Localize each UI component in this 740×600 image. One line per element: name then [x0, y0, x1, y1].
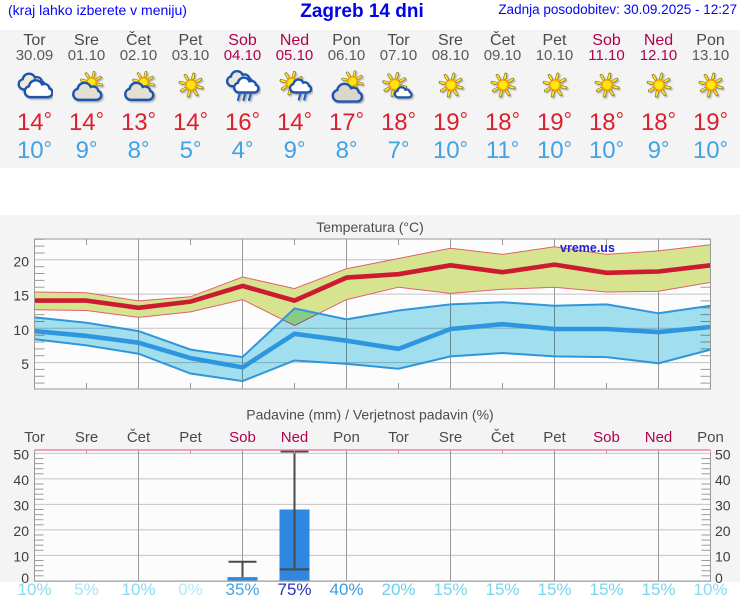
svg-text:vreme.us: vreme.us	[560, 241, 615, 255]
svg-text:Pon: Pon	[333, 429, 360, 446]
svg-text:10%: 10%	[693, 580, 727, 599]
svg-text:40: 40	[715, 472, 731, 488]
svg-text:75%: 75%	[277, 580, 311, 599]
svg-text:5: 5	[21, 356, 29, 372]
svg-text:20: 20	[13, 253, 29, 269]
svg-text:20: 20	[13, 523, 29, 539]
svg-text:0: 0	[715, 570, 723, 586]
svg-text:50: 50	[715, 446, 731, 462]
svg-text:Padavine (mm) / Verjetnost pad: Padavine (mm) / Verjetnost padavin (%)	[246, 407, 493, 423]
svg-text:10: 10	[715, 548, 731, 564]
svg-text:Čet: Čet	[491, 429, 515, 446]
svg-text:Pon: Pon	[697, 429, 724, 446]
svg-text:20%: 20%	[381, 580, 415, 599]
svg-text:20: 20	[715, 523, 731, 539]
svg-text:Sob: Sob	[593, 429, 620, 446]
svg-text:10%: 10%	[17, 580, 51, 599]
svg-text:0%: 0%	[178, 580, 203, 599]
svg-text:0: 0	[21, 570, 29, 586]
svg-text:5%: 5%	[74, 580, 99, 599]
svg-text:30: 30	[715, 497, 731, 513]
svg-text:35%: 35%	[225, 580, 259, 599]
svg-text:Čet: Čet	[127, 429, 151, 446]
svg-text:Pet: Pet	[179, 429, 202, 446]
svg-text:15%: 15%	[485, 580, 519, 599]
svg-text:15%: 15%	[433, 580, 467, 599]
svg-text:Sob: Sob	[229, 429, 256, 446]
svg-text:Tor: Tor	[388, 429, 409, 446]
svg-text:50: 50	[13, 446, 29, 462]
svg-text:Tor: Tor	[24, 429, 45, 446]
svg-text:15%: 15%	[537, 580, 571, 599]
svg-text:Sre: Sre	[75, 429, 98, 446]
svg-text:15: 15	[13, 288, 29, 304]
svg-text:10%: 10%	[121, 580, 155, 599]
svg-text:40%: 40%	[329, 580, 363, 599]
svg-text:40: 40	[13, 472, 29, 488]
svg-text:Sre: Sre	[439, 429, 462, 446]
svg-text:15%: 15%	[589, 580, 623, 599]
svg-text:10: 10	[13, 548, 29, 564]
svg-text:30: 30	[13, 497, 29, 513]
svg-text:Temperatura (°C): Temperatura (°C)	[316, 219, 424, 235]
svg-text:Ned: Ned	[645, 429, 673, 446]
svg-text:15%: 15%	[641, 580, 675, 599]
svg-text:10: 10	[13, 322, 29, 338]
svg-text:Pet: Pet	[543, 429, 566, 446]
svg-text:Ned: Ned	[281, 429, 309, 446]
